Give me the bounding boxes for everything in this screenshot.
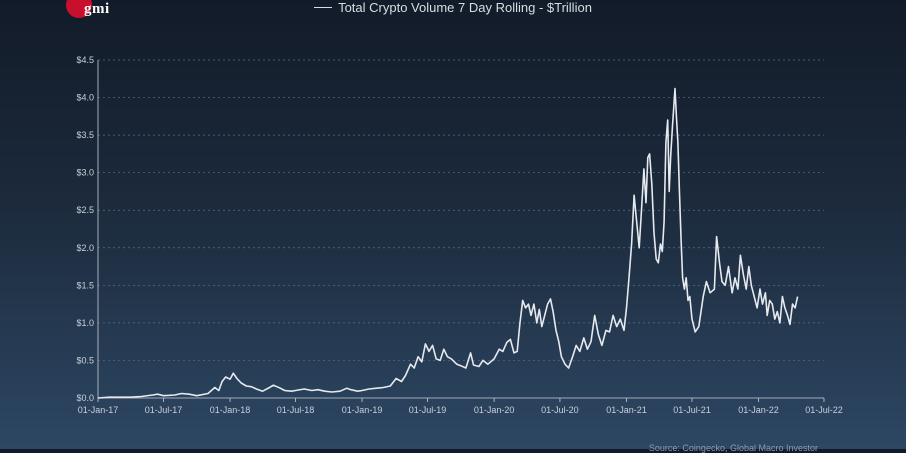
x-tick-label: 01-Jul-20	[541, 405, 579, 415]
y-tick-label: $4.0	[76, 93, 94, 103]
y-tick-label: $0.5	[76, 355, 94, 365]
x-tick-label: 01-Jan-22	[738, 405, 779, 415]
x-tick-label: 01-Jan-19	[342, 405, 383, 415]
x-tick-label: 01-Jan-20	[474, 405, 515, 415]
x-axis-ticks: 01-Jan-17 01-Jul-17 01-Jan-18 01-Jul-18 01-J…	[78, 398, 843, 415]
x-tick-label: 01-Jul-22	[805, 405, 843, 415]
y-tick-label: $3.0	[76, 168, 94, 178]
legend-line-swatch	[314, 7, 333, 9]
y-tick-label: $0.0	[76, 393, 94, 403]
x-tick-label: 01-Jan-17	[78, 405, 119, 415]
x-tick-label: 01-Jul-18	[277, 405, 315, 415]
y-tick-label: $2.5	[76, 205, 94, 215]
x-tick-label: 01-Jul-21	[673, 405, 711, 415]
y-tick-label: $4.5	[76, 55, 94, 65]
logo-text: gmi	[84, 1, 110, 17]
x-tick-label: 01-Jan-21	[606, 405, 647, 415]
source-note: Source: Coingecko, Global Macro Investor	[648, 443, 818, 453]
y-tick-label: $3.5	[76, 130, 94, 140]
x-tick-label: 01-Jul-19	[409, 405, 447, 415]
logo-disc	[66, 0, 92, 18]
y-tick-label: $1.5	[76, 280, 94, 290]
chart-legend: Total Crypto Volume 7 Day Rolling - $Tri…	[0, 0, 906, 16]
x-tick-label: 01-Jan-18	[210, 405, 251, 415]
series-line-total-crypto-volume	[97, 87, 799, 399]
y-axis-ticks: $0.0 $0.5 $1.0 $1.5 $2.0 $2.5 $3.0 $3.5 $4.0 $4.5	[76, 55, 94, 403]
y-tick-label: $1.0	[76, 318, 94, 328]
gridlines	[98, 59, 824, 361]
y-tick-label: $2.0	[76, 243, 94, 253]
legend-label: Total Crypto Volume 7 Day Rolling - $Tri…	[338, 0, 592, 15]
x-tick-label: 01-Jul-17	[145, 405, 183, 415]
gmi-logo: gmi	[66, 0, 120, 22]
